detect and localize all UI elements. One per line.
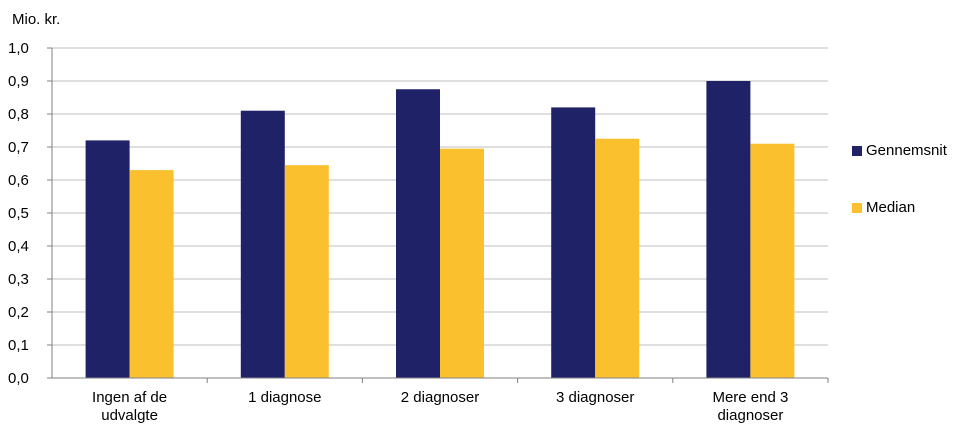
bar-gennemsnit [85, 140, 130, 378]
x-tick-label: Ingen af de udvalgte [92, 389, 167, 424]
bar-median [595, 138, 640, 378]
legend-label-median: Median [866, 199, 915, 216]
legend: Gennemsnit Median [852, 142, 948, 216]
y-tick-label: 0,9 [8, 73, 29, 90]
bar-gennemsnit [706, 81, 751, 378]
y-tick-label: 0,2 [8, 304, 29, 321]
x-tick-label: 1 diagnose [248, 389, 321, 406]
legend-swatch-gennemsnit [852, 146, 862, 156]
y-tick-label: 0,4 [8, 238, 29, 255]
y-tick-label: 0,1 [8, 337, 29, 354]
bar-gennemsnit [551, 107, 596, 379]
y-axis: 0,0 0,1 0,2 0,3 0,4 0,5 0,6 0,7 0,8 0,9 1,0 [8, 40, 53, 387]
y-tick-label: 0,5 [8, 205, 29, 222]
y-tick-label: 0,8 [8, 106, 29, 123]
y-tick-label: 0,0 [8, 370, 29, 387]
x-tick-label: 3 diagnoser [556, 389, 634, 406]
bars [85, 81, 795, 379]
y-tick-label: 0,7 [8, 139, 29, 156]
legend-swatch-median [852, 203, 862, 213]
x-tick-label: 2 diagnoser [401, 389, 479, 406]
bar-median [129, 170, 174, 378]
y-tick-label: 1,0 [8, 40, 29, 57]
bar-median [440, 148, 484, 378]
y-axis-title: Mio. kr. [12, 11, 60, 28]
y-tick-label: 0,3 [8, 271, 29, 288]
x-axis: Ingen af de udvalgte 1 diagnose 2 diagnoser… [52, 377, 829, 424]
y-tick-label: 0,6 [8, 172, 29, 189]
bar-median [284, 165, 329, 378]
bar-gennemsnit [396, 89, 440, 378]
bar-gennemsnit [240, 110, 285, 378]
legend-label-gennemsnit: Gennemsnit [866, 142, 948, 159]
bar-median [750, 143, 795, 378]
x-tick-label: Mere end 3 diagnoser [712, 389, 788, 424]
